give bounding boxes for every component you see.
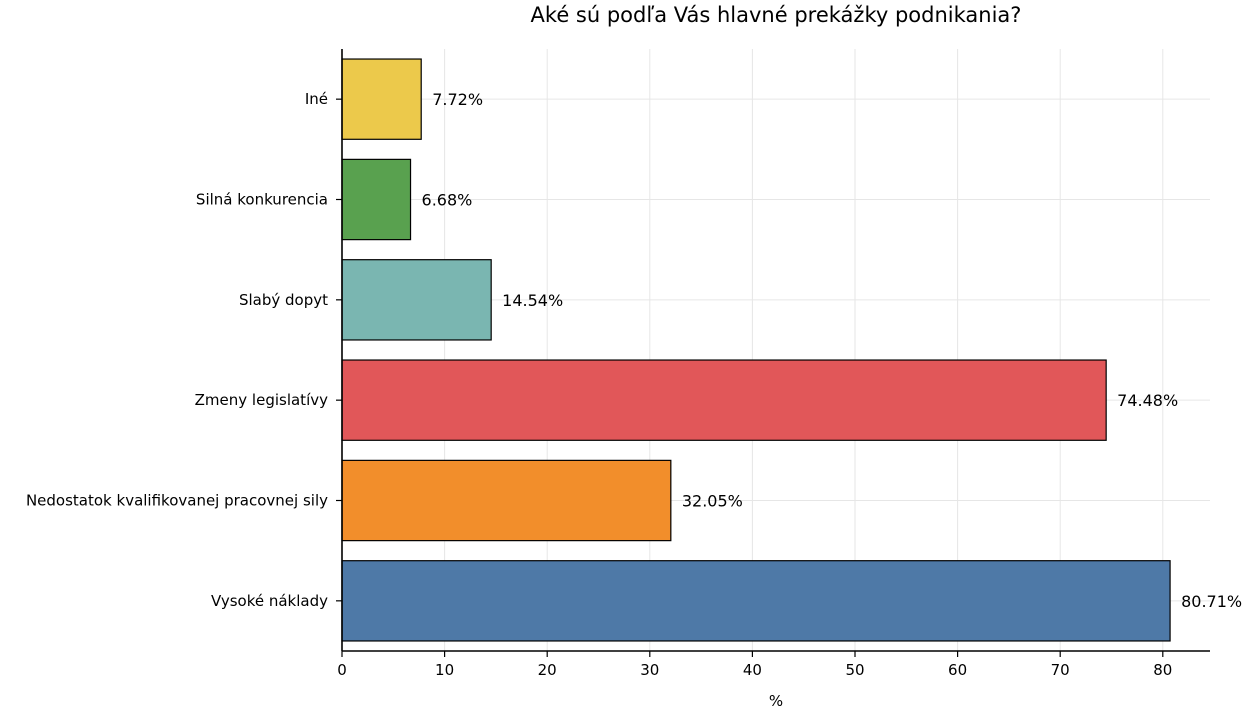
value-label: 80.71%	[1181, 592, 1242, 611]
value-labels: 7.72% 6.68% 14.54% 74.48% 32.05% 80.71%	[422, 90, 1243, 611]
category-labels: Iné Silná konkurencia Slabý dopyt Zmeny leg…	[26, 90, 328, 610]
bar	[341, 259, 492, 341]
value-label: 6.68%	[422, 191, 473, 210]
value-label: 32.05%	[682, 492, 743, 511]
bar	[341, 359, 1107, 441]
x-tick-label: 60	[948, 661, 967, 679]
chart-title: Aké sú podľa Vás hlavné prekážky podnika…	[531, 3, 1022, 27]
category-label: Nedostatok kvalifikovanej pracovnej sily	[26, 492, 328, 510]
bar	[341, 58, 422, 140]
bar	[341, 560, 1171, 642]
x-tick-label: 50	[845, 661, 864, 679]
x-tick-label: 20	[538, 661, 557, 679]
bar	[341, 158, 412, 241]
value-label: 14.54%	[502, 291, 563, 310]
x-tick-label: 80	[1153, 661, 1172, 679]
x-tick-label: 40	[743, 661, 762, 679]
x-tick-label: 10	[435, 661, 454, 679]
x-axis-label: %	[769, 692, 783, 710]
category-label: Zmeny legislatívy	[195, 391, 328, 409]
category-label: Slabý dopyt	[239, 291, 328, 309]
category-label: Silná konkurencia	[196, 191, 328, 209]
x-tick-label: 70	[1051, 661, 1070, 679]
value-label: 7.72%	[432, 90, 483, 109]
bar	[341, 459, 672, 542]
bars	[341, 58, 1171, 642]
category-label: Iné	[305, 90, 328, 108]
axes	[341, 49, 1210, 652]
category-label: Vysoké náklady	[211, 592, 328, 610]
x-tick-label: 30	[640, 661, 659, 679]
x-ticks: 0 10 20 30 40 50 60 70 80	[336, 98, 1172, 679]
x-tick-label: 0	[337, 661, 347, 679]
value-label: 74.48%	[1117, 391, 1178, 410]
